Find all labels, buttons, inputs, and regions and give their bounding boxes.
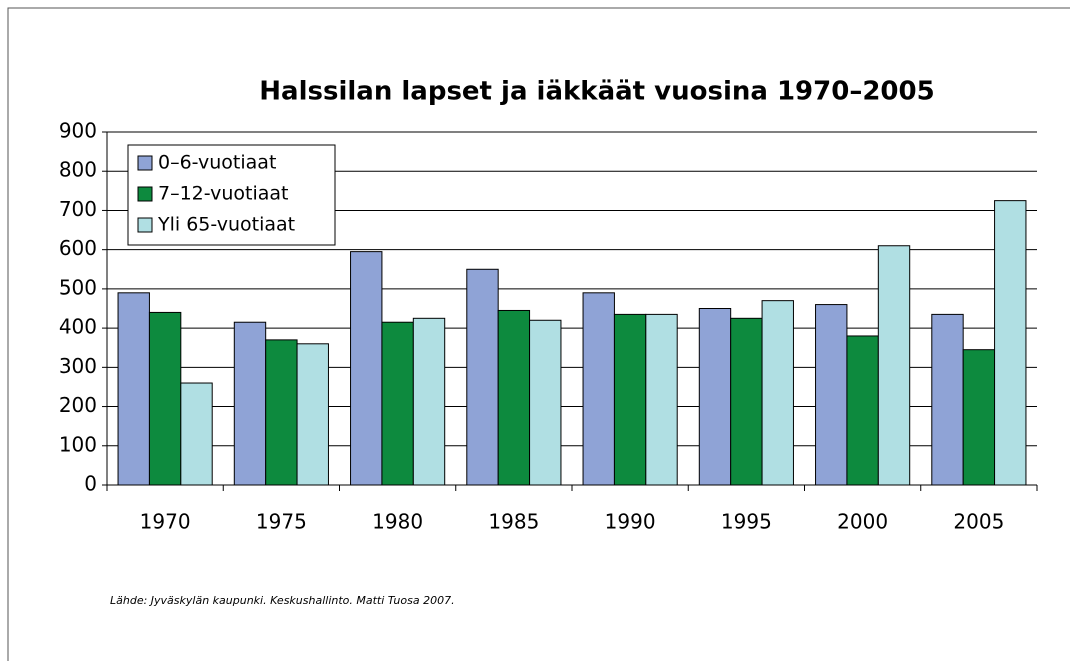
legend-swatch bbox=[137, 155, 153, 171]
bar bbox=[117, 292, 150, 486]
y-tick-label: 600 bbox=[59, 236, 97, 260]
legend-swatch bbox=[137, 186, 153, 202]
legend-label: 0–6-vuotiaat bbox=[158, 152, 276, 174]
source: Lähde: Jyväskylän kaupunki. Keskushallin… bbox=[110, 594, 455, 607]
y-tick-label: 200 bbox=[59, 393, 97, 417]
y-tick-label: 0 bbox=[84, 472, 97, 496]
bar bbox=[180, 382, 213, 486]
bar bbox=[466, 268, 499, 486]
bar bbox=[381, 321, 414, 486]
x-tick-label: 2005 bbox=[953, 510, 1004, 534]
x-tick-label: 1980 bbox=[372, 510, 423, 534]
bar bbox=[698, 308, 732, 486]
y-tick-label: 900 bbox=[59, 119, 97, 143]
bar bbox=[412, 317, 446, 486]
bar bbox=[931, 313, 964, 486]
bar bbox=[233, 321, 267, 486]
frame bbox=[7, 7, 1070, 661]
bar bbox=[761, 300, 794, 486]
y-tick-label: 100 bbox=[59, 432, 97, 456]
bar bbox=[148, 311, 182, 486]
bar bbox=[877, 245, 911, 486]
bar bbox=[265, 339, 298, 486]
x-tick-label: 1975 bbox=[256, 510, 307, 534]
bar bbox=[582, 292, 615, 486]
bar bbox=[613, 313, 647, 486]
y-tick-label: 700 bbox=[59, 197, 97, 221]
bar bbox=[815, 304, 848, 486]
legend-box bbox=[127, 144, 336, 246]
bar bbox=[962, 349, 996, 486]
x-tick-label: 1990 bbox=[605, 510, 656, 534]
bar bbox=[846, 335, 879, 486]
y-tick-label: 500 bbox=[59, 275, 97, 299]
bar bbox=[994, 200, 1027, 486]
legend-label: Yli 65-vuotiaat bbox=[157, 214, 295, 236]
x-tick-label: 1970 bbox=[140, 510, 191, 534]
bar bbox=[350, 251, 383, 486]
bar bbox=[497, 309, 531, 486]
y-tick-label: 300 bbox=[59, 354, 97, 378]
legend-label: 7–12-vuotiaat bbox=[158, 183, 289, 205]
y-tick-label: 400 bbox=[59, 315, 97, 339]
bar bbox=[730, 317, 763, 486]
legend-swatch bbox=[137, 217, 153, 233]
x-tick-label: 2000 bbox=[837, 510, 888, 534]
y-tick-label: 800 bbox=[59, 158, 97, 182]
x-tick-label: 1985 bbox=[488, 510, 539, 534]
bar bbox=[645, 313, 678, 486]
x-tick-label: 1995 bbox=[721, 510, 772, 534]
bar bbox=[296, 343, 329, 486]
chart-title: Halssilan lapset ja iäkkäät vuosina 1970… bbox=[259, 77, 934, 107]
bar bbox=[529, 319, 562, 486]
